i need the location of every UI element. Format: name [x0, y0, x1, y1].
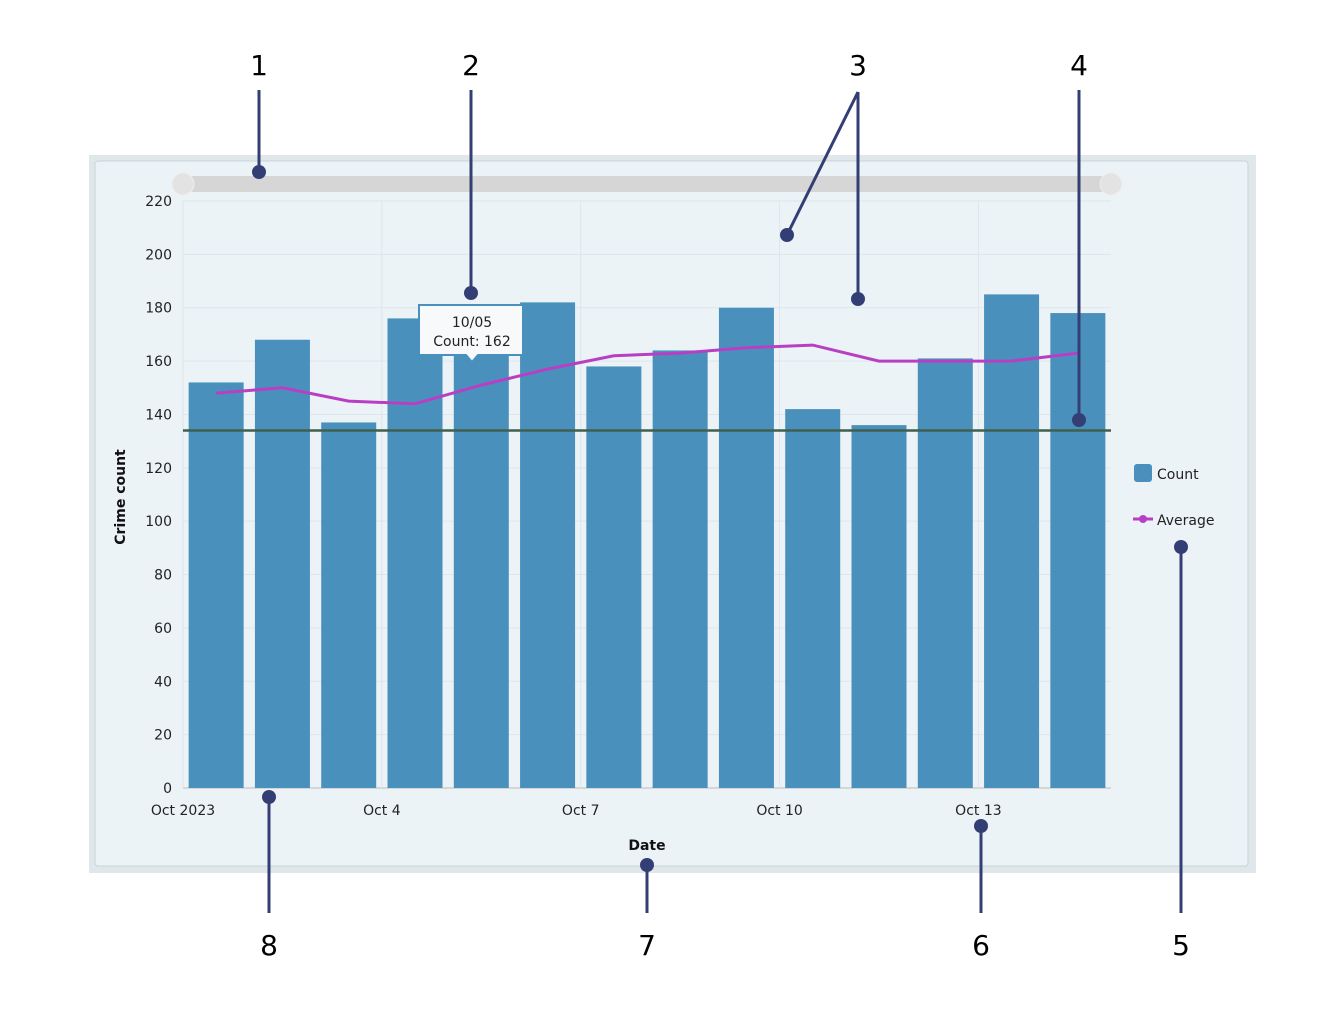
callout-number: 6	[972, 929, 990, 962]
callout-number: 1	[250, 49, 268, 82]
callout-dot	[1174, 540, 1188, 554]
legend-average-marker	[1139, 515, 1147, 523]
bar-10-08[interactable]	[652, 350, 708, 788]
callout-leader-line	[785, 91, 860, 236]
callout-number: 7	[638, 929, 656, 962]
callout-number: 5	[1172, 929, 1190, 962]
average-line[interactable]	[216, 343, 1079, 406]
callout-number: 4	[1070, 49, 1088, 82]
x-tick-label: Oct 7	[562, 803, 600, 819]
callout-dot	[780, 228, 794, 242]
legend-count-swatch[interactable]	[1134, 464, 1152, 482]
x-tick-label: Oct 10	[756, 803, 802, 819]
bar-10-07[interactable]	[586, 366, 642, 788]
y-tick-label: 20	[154, 728, 172, 744]
callout-dot	[262, 790, 276, 804]
callout-number: 3	[849, 49, 867, 82]
bar-10-10[interactable]	[785, 409, 841, 788]
callout-dot	[464, 286, 478, 300]
y-tick-label: 160	[145, 354, 172, 370]
bar-10-06[interactable]	[520, 302, 576, 788]
range-slider-left-handle[interactable]	[171, 172, 195, 196]
legend: Count Average	[1133, 464, 1215, 529]
bar-10-09[interactable]	[718, 307, 774, 788]
tooltip: 10/05 Count: 162	[418, 304, 524, 364]
y-tick-label: 100	[145, 514, 172, 530]
tooltip-date: 10/05	[452, 315, 492, 331]
callout-number: 2	[462, 49, 480, 82]
x-axis-title: Date	[628, 838, 665, 854]
callout-dot	[974, 819, 988, 833]
x-tick-label: Oct 4	[363, 803, 401, 819]
y-tick-label: 220	[145, 194, 172, 210]
y-tick-label: 60	[154, 621, 172, 637]
bar-10-03[interactable]	[321, 422, 377, 788]
bar-10-12[interactable]	[917, 358, 973, 788]
callout-dot	[851, 292, 865, 306]
y-tick-label: 80	[154, 568, 172, 584]
legend-count-label[interactable]: Count	[1157, 467, 1199, 483]
bar-10-13[interactable]	[984, 294, 1040, 788]
bar-10-01[interactable]	[188, 382, 244, 788]
legend-average-label[interactable]: Average	[1157, 513, 1215, 529]
y-tick-label: 40	[154, 674, 172, 690]
tooltip-value: Count: 162	[433, 334, 510, 350]
range-slider-track[interactable]	[183, 176, 1111, 192]
callout-dot	[252, 165, 266, 179]
bar-10-05[interactable]	[453, 355, 509, 788]
callout-number: 8	[260, 929, 278, 962]
bar-10-04[interactable]	[387, 318, 443, 788]
y-tick-label: 200	[145, 247, 172, 263]
y-tick-label: 120	[145, 461, 172, 477]
callout-dot	[1072, 413, 1086, 427]
bar-10-11[interactable]	[851, 425, 907, 788]
y-tick-label: 0	[163, 781, 172, 797]
y-axis-title: Crime count	[113, 449, 129, 545]
y-tick-label: 140	[145, 407, 172, 423]
range-slider-right-handle[interactable]	[1099, 172, 1123, 196]
x-tick-label: Oct 2023	[151, 803, 215, 819]
y-tick-label: 180	[145, 301, 172, 317]
bar-10-02[interactable]	[254, 339, 310, 788]
x-tick-label: Oct 13	[955, 803, 1001, 819]
callout-dot	[640, 858, 654, 872]
